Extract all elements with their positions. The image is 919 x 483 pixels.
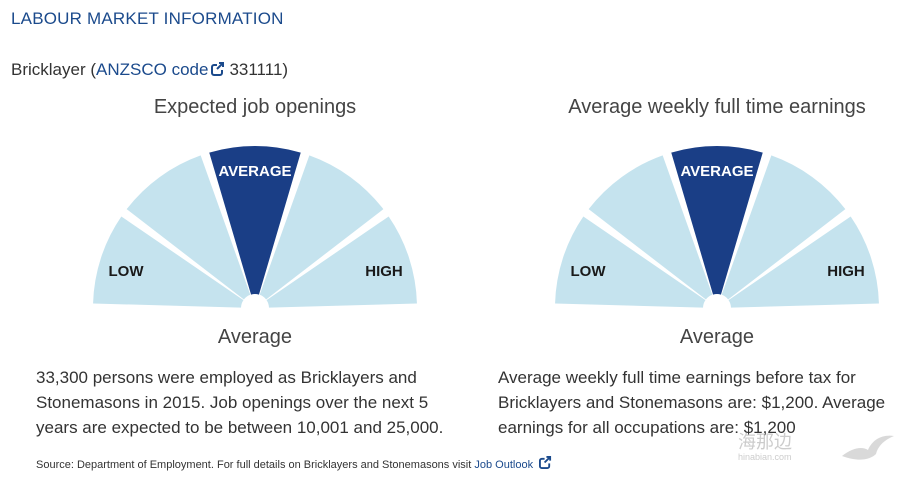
section-title: LABOUR MARKET INFORMATION: [11, 9, 284, 28]
gauge-segment: [126, 155, 251, 300]
job-outlook-link-label[interactable]: Job Outlook: [474, 459, 534, 471]
source-line: Source: Department of Employment. For fu…: [36, 456, 556, 471]
gauge-label-low: LOW: [109, 263, 145, 280]
description-line: years are expected to be between 10,001 …: [36, 418, 444, 437]
gauge-label-average: AVERAGE: [680, 163, 753, 180]
gauge-segment: [555, 216, 706, 308]
gauge-label-average: AVERAGE: [218, 163, 291, 180]
gauge-label-high: HIGH: [365, 263, 403, 280]
gauge-segment: [93, 216, 244, 308]
description-line: Bricklayers and Stonemasons are: $1,200.…: [498, 393, 886, 412]
watermark-url: hinabian.com: [738, 452, 792, 462]
description-line: Stonemasons in 2015. Job openings over t…: [36, 393, 429, 412]
external-link-icon[interactable]: [539, 456, 553, 469]
gauge-segment: [721, 155, 846, 300]
job-openings-heading: Expected job openings: [153, 96, 357, 118]
gauge-segment: [259, 155, 384, 300]
bird-logo-icon: [842, 435, 894, 460]
gauge-label-high: HIGH: [827, 263, 865, 280]
description-line: 33,300 persons were employed as Bricklay…: [36, 368, 417, 387]
gauge-segment-active: [209, 146, 301, 295]
gauge-segment: [728, 216, 879, 308]
earnings-description: Average weekly full time earnings before…: [498, 365, 885, 440]
gauge-segment: [588, 155, 713, 300]
description-line: Average weekly full time earnings before…: [498, 368, 856, 387]
gauge-svg: AVERAGE LOW HIGH: [555, 146, 879, 308]
job-openings-description: 33,300 persons were employed as Bricklay…: [36, 365, 443, 440]
job-outlook-link[interactable]: Job Outlook: [474, 456, 556, 471]
watermark-text: 海那边: [738, 432, 792, 453]
job-openings-gauge: AVERAGE LOW HIGH: [90, 140, 420, 310]
earnings-result: Average: [679, 326, 755, 348]
anzsco-code: 331111): [229, 60, 289, 79]
gauge-label-low: LOW: [571, 263, 607, 280]
earnings-heading: Average weekly full time earnings: [568, 96, 866, 118]
description-line: earnings for all occupations are: $1,200: [498, 418, 796, 437]
gauge-segment: [266, 216, 417, 308]
job-openings-result: Average: [217, 326, 293, 348]
gauge-svg: AVERAGE LOW HIGH: [93, 146, 417, 308]
gauge-segment-active: [671, 146, 763, 295]
watermark: 海那边 hinabian.com: [738, 428, 898, 472]
external-link-icon[interactable]: [211, 62, 226, 76]
anzsco-code-link[interactable]: ANZSCO code: [96, 60, 229, 79]
source-text: Source: Department of Employment. For fu…: [36, 459, 472, 471]
occupation-line: Bricklayer (ANZSCO code 331111): [11, 60, 288, 80]
earnings-gauge: AVERAGE LOW HIGH: [552, 140, 882, 310]
anzsco-code-link-label[interactable]: ANZSCO code: [96, 60, 209, 79]
occupation-name: Bricklayer (: [11, 60, 97, 79]
